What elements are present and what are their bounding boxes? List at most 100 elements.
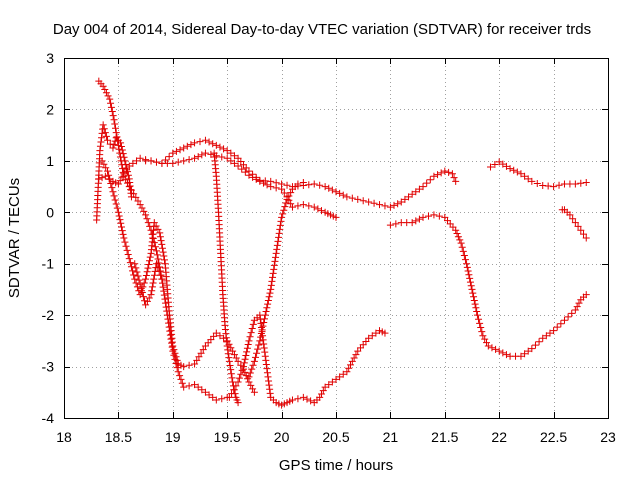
data-point	[466, 274, 474, 282]
data-point	[234, 357, 242, 365]
data-point	[299, 201, 307, 209]
data-point	[415, 185, 423, 193]
data-point	[533, 179, 541, 187]
data-point	[143, 268, 151, 276]
data-point	[172, 353, 180, 361]
data-point	[528, 345, 536, 353]
data-point	[113, 204, 121, 212]
data-point	[198, 386, 206, 394]
data-point	[283, 195, 291, 203]
data-point	[287, 200, 295, 208]
data-point	[109, 188, 117, 196]
data-point	[119, 150, 127, 158]
data-point	[136, 154, 144, 162]
data-point	[198, 151, 206, 159]
data-point	[332, 188, 340, 196]
y-tick-label: 3	[46, 50, 54, 66]
data-point	[105, 171, 113, 179]
data-point	[178, 379, 186, 387]
data-point	[325, 381, 333, 389]
data-point	[230, 386, 238, 394]
y-tick-label: -4	[42, 410, 55, 426]
data-point	[123, 164, 131, 172]
data-point	[249, 361, 257, 369]
data-point	[185, 361, 193, 369]
series-arc-8	[225, 311, 389, 409]
data-point	[261, 348, 269, 356]
data-point	[272, 253, 280, 261]
x-axis-label: GPS time / hours	[279, 457, 393, 474]
y-tick-label: -2	[42, 307, 55, 323]
data-point	[185, 156, 193, 164]
data-point	[434, 171, 442, 179]
data-point	[365, 334, 373, 342]
data-point	[111, 196, 119, 204]
data-point	[194, 383, 202, 391]
data-point	[139, 293, 147, 301]
data-point	[191, 154, 199, 162]
data-point	[251, 353, 259, 361]
data-point	[223, 147, 231, 155]
data-point	[467, 282, 475, 290]
data-point	[227, 366, 235, 374]
data-point	[448, 170, 456, 178]
data-point	[250, 357, 258, 365]
data-point	[582, 291, 590, 299]
data-point	[243, 344, 251, 352]
x-tick-label: 20	[274, 429, 290, 445]
data-point	[506, 165, 514, 173]
data-point	[492, 345, 500, 353]
data-point	[201, 388, 209, 396]
data-point	[122, 176, 130, 184]
data-point	[256, 337, 264, 345]
data-point	[205, 391, 213, 399]
data-point	[472, 304, 480, 312]
data-point	[437, 169, 445, 177]
data-point	[142, 211, 150, 219]
data-point	[264, 373, 272, 381]
data-point	[499, 160, 507, 168]
data-point	[209, 393, 217, 401]
y-axis-label: SDTVAR / TECUs	[6, 178, 23, 298]
data-point	[347, 361, 355, 369]
data-point	[142, 275, 150, 283]
data-point	[194, 153, 202, 161]
data-point	[230, 351, 238, 359]
data-point	[249, 385, 257, 393]
data-point	[191, 360, 199, 368]
data-point	[148, 287, 156, 295]
data-point	[105, 175, 113, 183]
data-point	[123, 246, 131, 254]
data-point	[152, 158, 160, 166]
data-point	[285, 192, 293, 200]
data-point	[257, 333, 265, 341]
data-point	[114, 208, 122, 216]
data-point	[401, 195, 409, 203]
data-point	[550, 327, 558, 335]
data-point	[118, 227, 126, 235]
data-point	[176, 372, 184, 380]
data-point	[314, 205, 322, 213]
data-point	[267, 281, 275, 289]
data-point	[116, 177, 124, 185]
data-point	[227, 370, 235, 378]
data-point	[230, 152, 238, 160]
data-point	[546, 329, 554, 337]
data-point	[156, 229, 164, 237]
x-tick-label: 18	[56, 429, 72, 445]
data-point	[517, 352, 525, 360]
data-point	[177, 375, 185, 383]
data-point	[98, 134, 106, 142]
data-point	[159, 279, 167, 287]
data-point	[162, 156, 170, 164]
data-point	[260, 344, 268, 352]
series-arc-6	[142, 136, 460, 211]
data-point	[153, 251, 161, 259]
data-point	[394, 200, 402, 208]
data-point	[483, 339, 491, 347]
data-point	[276, 221, 284, 229]
data-point	[348, 357, 356, 365]
data-point	[381, 329, 389, 337]
data-point	[539, 334, 547, 342]
